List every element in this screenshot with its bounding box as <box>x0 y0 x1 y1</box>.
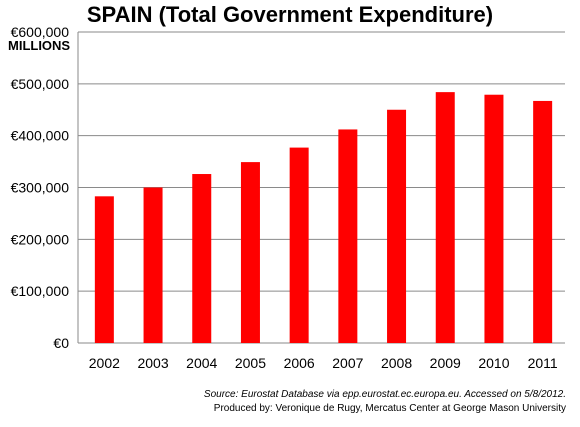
y-tick-label: €0 <box>53 335 69 351</box>
x-tick-label: 2005 <box>235 355 266 371</box>
y-tick-label: €300,000 <box>11 180 70 196</box>
source-line: Source: Eurostat Database via epp.eurost… <box>203 389 566 400</box>
bar <box>387 109 407 343</box>
x-tick-label: 2011 <box>528 355 558 371</box>
x-tick-label: 2006 <box>284 355 315 371</box>
y-axis-unit-label: MILLIONS <box>8 38 71 53</box>
x-tick-label: 2010 <box>478 355 509 371</box>
y-tick-label: €600,000 <box>11 24 70 40</box>
bar <box>435 92 455 343</box>
source-note: Source: Eurostat Database via epp.eurost… <box>204 388 566 416</box>
bar <box>533 100 553 344</box>
x-tick-label: 2002 <box>89 355 120 371</box>
x-tick-label: 2004 <box>186 355 217 371</box>
x-tick-label: 2008 <box>381 355 412 371</box>
bar <box>143 187 163 343</box>
x-tick-label: 2003 <box>137 355 168 371</box>
bar <box>94 196 114 343</box>
chart-title: SPAIN (Total Government Expenditure) <box>86 2 494 27</box>
producer-line: Produced by: Veronique de Rugy, Mercatus… <box>213 403 566 414</box>
bar <box>240 162 260 343</box>
x-tick-label: 2009 <box>430 355 461 371</box>
bar <box>289 147 309 343</box>
bar <box>338 129 358 343</box>
bar <box>484 94 504 344</box>
bar <box>192 174 212 343</box>
y-tick-label: €200,000 <box>11 231 70 247</box>
y-tick-label: €500,000 <box>11 76 70 92</box>
y-tick-label: €100,000 <box>11 283 70 299</box>
y-tick-label: €400,000 <box>11 128 70 144</box>
x-tick-label: 2007 <box>332 355 363 371</box>
